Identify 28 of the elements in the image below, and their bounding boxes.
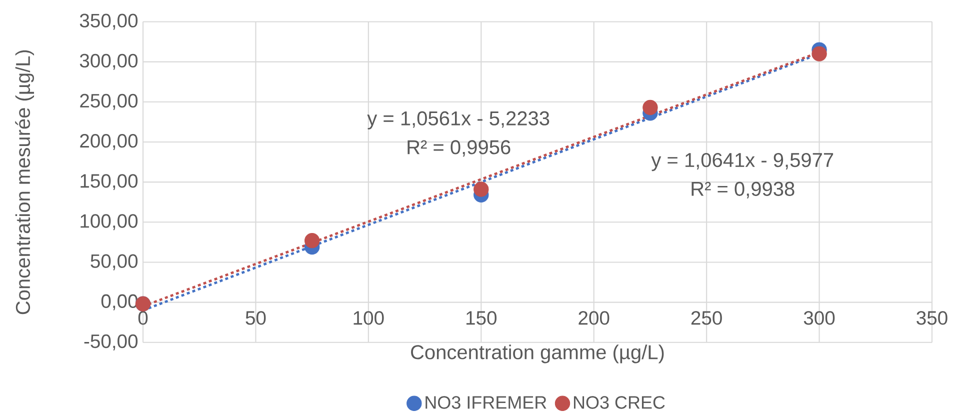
y-tick-label: 150,00	[80, 174, 138, 190]
y-tick-label: 300,00	[80, 54, 138, 70]
y-tick-label: 200,00	[80, 134, 138, 150]
annotation: y = 1,0561x - 5,2233	[367, 111, 550, 130]
legend-label: NO3 CREC	[574, 396, 665, 409]
y-tick-label: 100,00	[80, 214, 138, 230]
x-tick-label: 150	[466, 311, 497, 325]
annotation: R² = 0,9956	[408, 140, 510, 157]
x-tick-label: 300	[804, 311, 835, 325]
y-tick-label: 50,00	[90, 254, 138, 270]
x-tick-label: 200	[578, 311, 610, 325]
annotation: y = 1,0641x - 9,5977	[651, 152, 834, 172]
annotation: R² = 0,9938	[692, 182, 794, 198]
point	[812, 46, 827, 62]
point	[304, 232, 320, 248]
x-tick-label: 50	[246, 311, 266, 325]
x-axis-title: Concentration gamme (µg/L)	[411, 344, 664, 364]
y-tick-label: 350,00	[80, 14, 138, 30]
y-tick-label: 250,00	[80, 94, 138, 110]
x-tick-label: 350	[916, 311, 948, 325]
y-axis-title: Concentration mesurée (µg/L)	[15, 50, 34, 314]
point	[642, 100, 658, 116]
y-tick-label: -50,00	[84, 334, 138, 350]
point	[474, 182, 489, 197]
legend-label: NO3 IFREMER	[426, 396, 546, 409]
x-tick-label: 250	[691, 311, 722, 325]
x-tick-label: 100	[354, 311, 384, 325]
x-tick-label: 0	[138, 311, 148, 325]
